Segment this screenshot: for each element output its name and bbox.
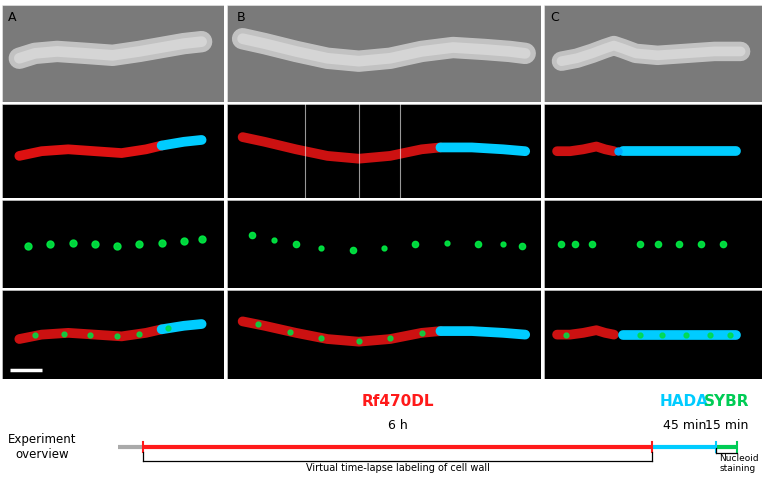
Text: 15 min: 15 min bbox=[705, 418, 748, 432]
Text: HADA: HADA bbox=[660, 394, 709, 409]
Text: A: A bbox=[8, 12, 17, 24]
Text: Nucleoid
staining: Nucleoid staining bbox=[719, 454, 759, 473]
Text: B: B bbox=[236, 12, 245, 24]
Text: 6 h: 6 h bbox=[388, 418, 407, 432]
Text: Rf470DL: Rf470DL bbox=[361, 394, 434, 409]
Text: C: C bbox=[551, 12, 559, 24]
Text: SYBR: SYBR bbox=[704, 394, 749, 409]
Text: Experiment
overview: Experiment overview bbox=[8, 433, 76, 461]
Text: Virtual time-lapse labeling of cell wall: Virtual time-lapse labeling of cell wall bbox=[306, 463, 490, 473]
Text: 45 min: 45 min bbox=[662, 418, 706, 432]
